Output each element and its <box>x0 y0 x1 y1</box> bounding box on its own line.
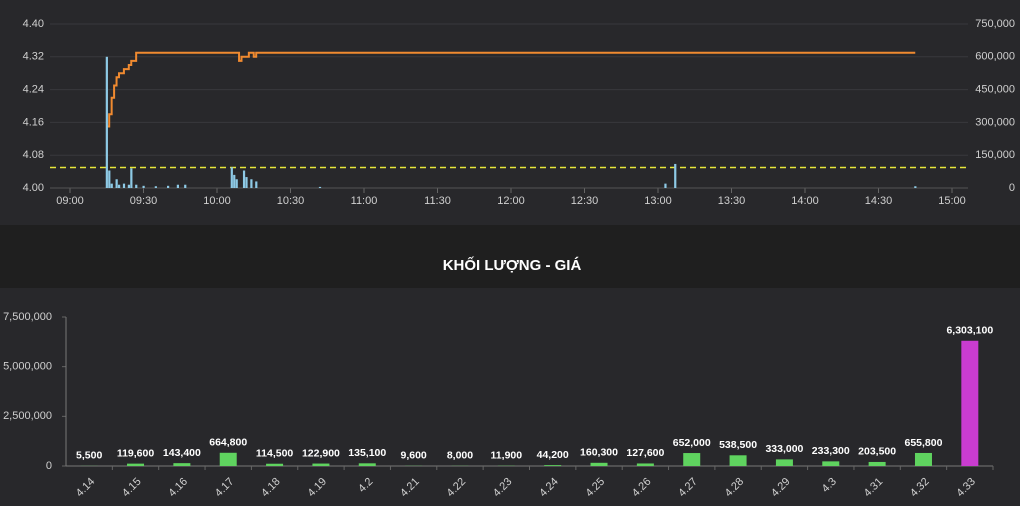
x-tick-label: 15:00 <box>938 195 966 207</box>
volume-bar <box>235 179 238 188</box>
volume-bar <box>115 179 118 188</box>
volume-bar <box>108 170 111 188</box>
volume-bar <box>233 174 236 188</box>
volume-bar <box>184 184 187 188</box>
y-tick-label: 4.24 <box>23 84 44 96</box>
bar <box>868 461 886 466</box>
y-tick-label: 2,500,000 <box>3 410 52 422</box>
value-label: 122,900 <box>302 447 340 459</box>
value-label: 203,500 <box>858 446 896 458</box>
y-tick-label: 0 <box>46 460 52 472</box>
x-tick-label: 14:30 <box>865 195 893 207</box>
x-tick-label: 09:00 <box>56 195 84 207</box>
bar <box>729 455 747 466</box>
volume-bar <box>110 183 113 188</box>
y2-tick-label: 750,000 <box>975 18 1015 30</box>
y2-tick-label: 600,000 <box>975 51 1015 63</box>
bar <box>219 452 237 466</box>
value-label: 44,200 <box>537 449 569 461</box>
bar <box>961 340 979 466</box>
bar <box>822 461 840 466</box>
y-tick-label: 4.16 <box>23 116 44 128</box>
volume-bar <box>142 185 145 188</box>
value-label: 538,500 <box>719 439 757 451</box>
volume-bar <box>230 167 233 188</box>
y-tick-label: 5,000,000 <box>3 361 52 373</box>
x-tick-label: 10:30 <box>277 195 305 207</box>
volume-bar <box>130 168 133 188</box>
bar <box>590 462 608 466</box>
value-label: 160,300 <box>580 447 618 459</box>
x-tick-label: 09:30 <box>130 195 158 207</box>
volume-bar <box>245 177 248 188</box>
volume-bar <box>914 186 917 188</box>
volume-bar <box>154 186 157 188</box>
volume-bar <box>318 186 322 188</box>
y2-tick-label: 150,000 <box>975 149 1015 161</box>
y2-tick-label: 0 <box>1009 182 1015 194</box>
price-line <box>106 51 916 128</box>
volume-bar <box>664 183 667 188</box>
bar <box>266 463 284 466</box>
volume-bar <box>255 181 258 188</box>
value-label: 135,100 <box>348 447 386 459</box>
x-tick-label: 13:00 <box>644 195 672 207</box>
bar <box>636 463 654 466</box>
volume-bar <box>674 163 677 188</box>
bar <box>775 459 793 466</box>
x-tick-label: 14:00 <box>791 195 819 207</box>
volume-bar <box>122 183 126 188</box>
volume-panel <box>0 288 1020 506</box>
title-band <box>0 225 1020 288</box>
price-panel <box>0 0 1020 225</box>
value-label: 114,500 <box>256 448 294 460</box>
x-tick-label: 13:30 <box>718 195 746 207</box>
bar <box>914 452 932 466</box>
value-label: 6,303,100 <box>946 325 993 337</box>
value-label: 5,500 <box>76 450 102 462</box>
y-tick-label: 4.32 <box>23 51 44 63</box>
y-tick-label: 4.40 <box>23 18 44 30</box>
value-label: 8,000 <box>447 450 473 462</box>
y2-tick-label: 300,000 <box>975 116 1015 128</box>
value-label: 652,000 <box>673 437 711 449</box>
volume-bar <box>127 184 130 188</box>
y-tick-label: 4.00 <box>23 182 44 194</box>
bar <box>544 465 562 466</box>
y-tick-label: 7,500,000 <box>3 311 52 323</box>
y-tick-label: 4.08 <box>23 149 44 161</box>
bar <box>358 463 376 466</box>
x-tick-label: 12:00 <box>497 195 525 207</box>
value-label: 333,000 <box>765 443 803 455</box>
value-label: 143,400 <box>163 447 201 459</box>
x-tick-label: 11:30 <box>424 195 451 207</box>
value-label: 11,900 <box>491 450 523 462</box>
volume-bar <box>242 170 246 188</box>
value-label: 119,600 <box>117 447 155 459</box>
value-label: 127,600 <box>626 447 664 459</box>
section-title: KHỐI LƯỢNG - GIÁ <box>443 256 582 274</box>
volume-bar <box>105 56 108 188</box>
bar <box>683 453 701 466</box>
volume-bar <box>176 184 179 188</box>
value-label: 233,300 <box>812 445 850 457</box>
value-label: 664,800 <box>209 437 247 449</box>
volume-bar <box>118 184 121 188</box>
volume-bar <box>135 184 138 188</box>
value-label: 9,600 <box>400 450 426 462</box>
bar <box>173 463 191 466</box>
value-label: 655,800 <box>904 437 942 449</box>
x-tick-label: 12:30 <box>571 195 599 207</box>
x-tick-label: 11:00 <box>351 195 378 207</box>
x-tick-label: 10:00 <box>203 195 231 207</box>
y2-tick-label: 450,000 <box>975 84 1015 96</box>
volume-bar <box>167 185 170 188</box>
volume-bar <box>250 179 253 188</box>
bar <box>127 463 145 466</box>
bar <box>312 463 330 466</box>
